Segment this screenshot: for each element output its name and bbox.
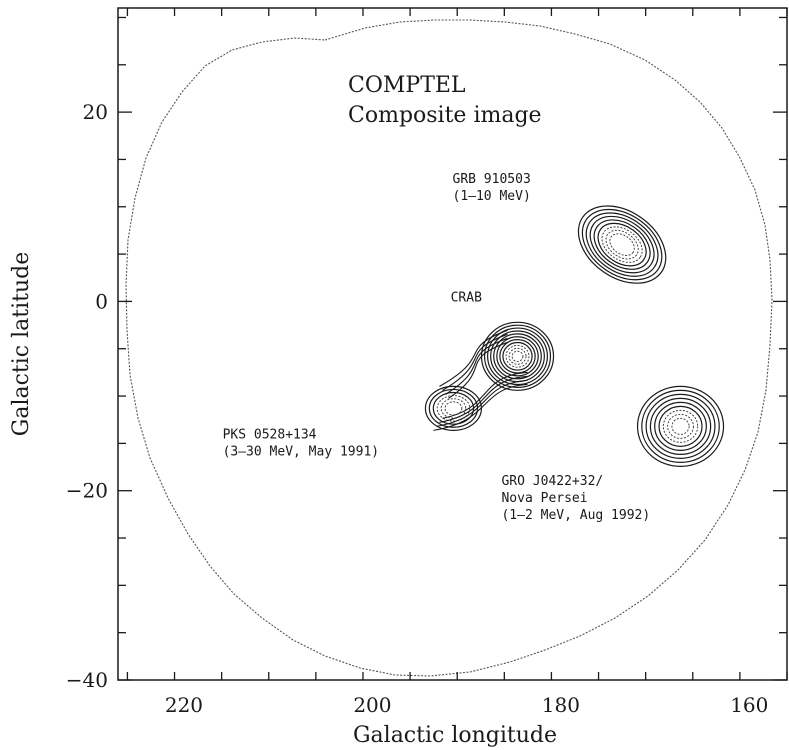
contour-line: [658, 405, 703, 447]
contour-line: [597, 222, 647, 267]
y-tick-label: 0: [95, 289, 108, 313]
source-label-grb: GRB 910503: [453, 172, 531, 187]
contour-gro: [636, 385, 725, 467]
contour-line: [671, 417, 690, 435]
source-label-crab: CRAB: [451, 290, 482, 305]
contour-line: [502, 341, 533, 371]
plot-frame: [117, 7, 788, 681]
contour-line: [654, 401, 707, 451]
source-label-gro: (1–2 MeV, Aug 1992): [501, 508, 650, 523]
contour-line: [444, 401, 463, 416]
contour-line: [487, 327, 548, 386]
contour-grb: [577, 205, 667, 284]
contour-line: [508, 347, 527, 365]
contour-line: [593, 219, 651, 270]
x-tick-label: 160: [730, 693, 768, 717]
contour-line: [442, 341, 528, 419]
contour-line: [662, 409, 699, 443]
y-tick-label: 20: [83, 100, 108, 124]
contour-line: [581, 208, 663, 281]
source-annotations: GRB 910503 (1–10 MeV) CRAB PKS 0528+134 (3–3…: [223, 172, 651, 523]
axis-ticks: [118, 8, 788, 681]
field-of-view-boundary: [125, 19, 773, 677]
contour-line: [483, 324, 552, 389]
contour-line: [609, 233, 635, 256]
contour-line: [511, 350, 524, 362]
source-label-pks: (3–30 MeV, May 1991): [223, 445, 380, 460]
source-label-gro: GRO J0422+32/: [501, 474, 603, 489]
source-label-pks: PKS 0528+134: [223, 428, 317, 443]
contour-line: [493, 333, 542, 380]
contour-line: [440, 398, 467, 419]
contour-line: [589, 215, 655, 274]
contour-line: [667, 413, 694, 439]
chart-subtitle: Composite image: [348, 103, 542, 128]
y-tick-label: −20: [66, 479, 108, 503]
contour-line: [636, 385, 725, 467]
contour-line: [585, 212, 659, 277]
contour-line: [439, 337, 528, 423]
x-tick-label: 180: [542, 693, 580, 717]
contour-layer: [424, 205, 725, 467]
contour-line: [496, 336, 539, 377]
contour-line: [641, 389, 720, 463]
contour-line: [601, 226, 643, 263]
contour-line: [649, 397, 712, 455]
source-label-gro: Nova Persei: [501, 491, 587, 506]
y-tick-label: −40: [66, 668, 108, 692]
x-axis-title: Galactic longitude: [353, 723, 557, 748]
contour-line: [433, 329, 528, 431]
contour-line: [436, 333, 528, 427]
contour-line: [499, 339, 536, 374]
source-label-grb: (1–10 MeV): [453, 189, 531, 204]
contour-line: [577, 205, 667, 284]
chart-title: COMPTEL: [348, 73, 466, 98]
x-tick-label: 220: [165, 693, 203, 717]
x-tick-label: 200: [353, 693, 391, 717]
contour-line: [645, 393, 716, 459]
contour-line: [505, 344, 530, 368]
contour-bridge: [433, 329, 528, 431]
y-axis-title: Galactic latitude: [9, 252, 34, 437]
